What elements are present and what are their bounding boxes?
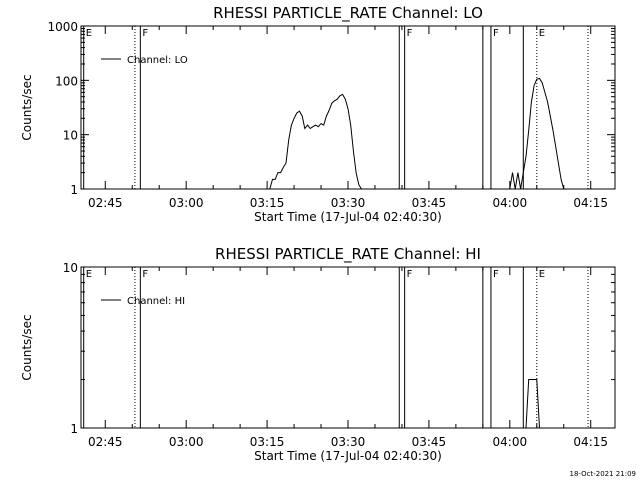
x-tick-label: 04:00 xyxy=(493,435,528,449)
chart-panel-2: RHESSI PARTICLE_RATE Channel: HI 02:45 03:… xyxy=(20,245,616,463)
y-axis-label: Counts/sec xyxy=(20,314,34,380)
y-tick-label: 100 xyxy=(55,74,78,88)
y-tick-label: 1 xyxy=(70,422,78,436)
chart-title: RHESSI PARTICLE_RATE Channel: LO xyxy=(213,4,483,23)
event-marker-label: F xyxy=(142,28,148,39)
x-tick-label: 04:15 xyxy=(573,196,608,210)
plot-frame xyxy=(80,266,616,429)
legend-label: Channel: HI xyxy=(127,296,185,307)
data-series-line xyxy=(525,379,540,429)
x-tick-label: 03:45 xyxy=(412,196,447,210)
chart-panel-1: RHESSI PARTICLE_RATE Channel: LO 02:45 03:… xyxy=(20,4,616,224)
x-tick-label: 02:45 xyxy=(88,435,123,449)
x-tick-label: 03:00 xyxy=(169,196,204,210)
y-tick-label: 1000 xyxy=(47,20,78,34)
event-marker-label: F xyxy=(407,269,413,280)
x-tick-label: 03:15 xyxy=(250,196,285,210)
event-marker-label: F xyxy=(142,269,148,280)
data-series-line xyxy=(509,77,567,190)
x-tick-label: 03:45 xyxy=(412,435,447,449)
y-tick-label: 1 xyxy=(70,183,78,197)
y-axis-label: Counts/sec xyxy=(20,74,34,140)
event-marker-label: E xyxy=(539,28,545,39)
footer-timestamp: 18-Oct-2021 21:09 xyxy=(569,470,636,478)
chart-title: RHESSI PARTICLE_RATE Channel: HI xyxy=(215,245,481,264)
event-marker-label: F xyxy=(407,28,413,39)
y-tick-label: 10 xyxy=(63,129,78,143)
x-tick-label: 03:30 xyxy=(331,196,366,210)
event-marker-label: E xyxy=(539,269,545,280)
x-axis-label: Start Time (17-Jul-04 02:40:30) xyxy=(254,449,442,463)
event-marker-label: E xyxy=(86,28,92,39)
event-marker-label: F xyxy=(493,28,499,39)
x-tick-label: 04:15 xyxy=(573,435,608,449)
x-tick-label: 03:00 xyxy=(169,435,204,449)
event-marker-label: F xyxy=(493,269,499,280)
x-tick-label: 03:15 xyxy=(250,435,285,449)
x-tick-label: 04:00 xyxy=(493,196,528,210)
x-tick-label: 03:30 xyxy=(331,435,366,449)
event-marker-label: E xyxy=(86,269,92,280)
y-tick-label: 10 xyxy=(63,261,78,275)
x-axis-label: Start Time (17-Jul-04 02:40:30) xyxy=(254,210,442,224)
x-tick-label: 02:45 xyxy=(88,196,123,210)
legend-label: Channel: LO xyxy=(127,55,188,66)
data-series-line xyxy=(269,93,375,190)
